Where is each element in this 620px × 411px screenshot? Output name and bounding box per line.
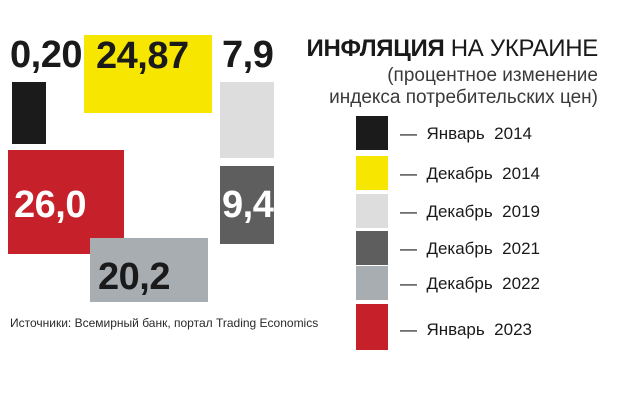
legend-label: — Декабрь 2022 — [400, 274, 540, 293]
legend-swatch — [356, 266, 388, 300]
legend-item: — Январь 2014 — [356, 116, 596, 150]
value-label-dec-2022: 20,2 — [98, 256, 170, 298]
legend-item: — Декабрь 2021 — [356, 231, 596, 265]
block-dec-2014 — [84, 35, 212, 113]
block-dec-2021 — [220, 166, 274, 244]
legend-label: — Январь 2014 — [400, 124, 532, 143]
chart-subtitle-line-1: (процентное изменение — [387, 65, 598, 87]
value-label-dec-2014: 24,87 — [96, 35, 189, 77]
legend-label: — Декабрь 2014 — [400, 164, 540, 183]
legend-item: — Декабрь 2014 — [356, 156, 596, 190]
block-jan-2023 — [8, 150, 124, 254]
chart-subtitle: (процентное изменение индекса потребител… — [298, 65, 598, 109]
legend-swatch — [356, 156, 388, 190]
value-label-dec-2019: 7,9 — [222, 34, 274, 76]
legend-label: — Январь 2023 — [400, 320, 532, 339]
value-label-dec-2021: 9,4 — [222, 184, 274, 226]
value-label-jan-2023: 26,0 — [14, 184, 86, 226]
legend-item: — Январь 2023 — [356, 304, 596, 350]
block-dec-2019 — [220, 82, 274, 158]
legend-label: — Декабрь 2021 — [400, 239, 540, 258]
legend-swatch — [356, 194, 388, 228]
legend-label: — Декабрь 2019 — [400, 202, 540, 221]
legend-swatch — [356, 116, 388, 150]
chart-header: ИНФЛЯЦИЯ НА УКРАИНЕ (процентное изменени… — [298, 35, 599, 109]
chart-subtitle-line-2: индекса потребительских цен) — [329, 87, 598, 109]
chart-title-rest: НА УКРАИНЕ — [444, 35, 599, 62]
legend-swatch — [356, 304, 388, 350]
chart-title: ИНФЛЯЦИЯ НА УКРАИНЕ — [298, 35, 599, 62]
chart-title-bold: ИНФЛЯЦИЯ — [306, 35, 445, 62]
legend-item: — Декабрь 2019 — [356, 194, 596, 228]
block-jan-2014 — [12, 82, 46, 144]
legend-swatch — [356, 231, 388, 265]
value-label-jan-2014: 0,20 — [10, 34, 82, 76]
source-note: Источники: Всемирный банк, портал Tradin… — [10, 316, 319, 330]
block-dec-2022 — [90, 238, 208, 302]
legend-item: — Декабрь 2022 — [356, 266, 596, 300]
